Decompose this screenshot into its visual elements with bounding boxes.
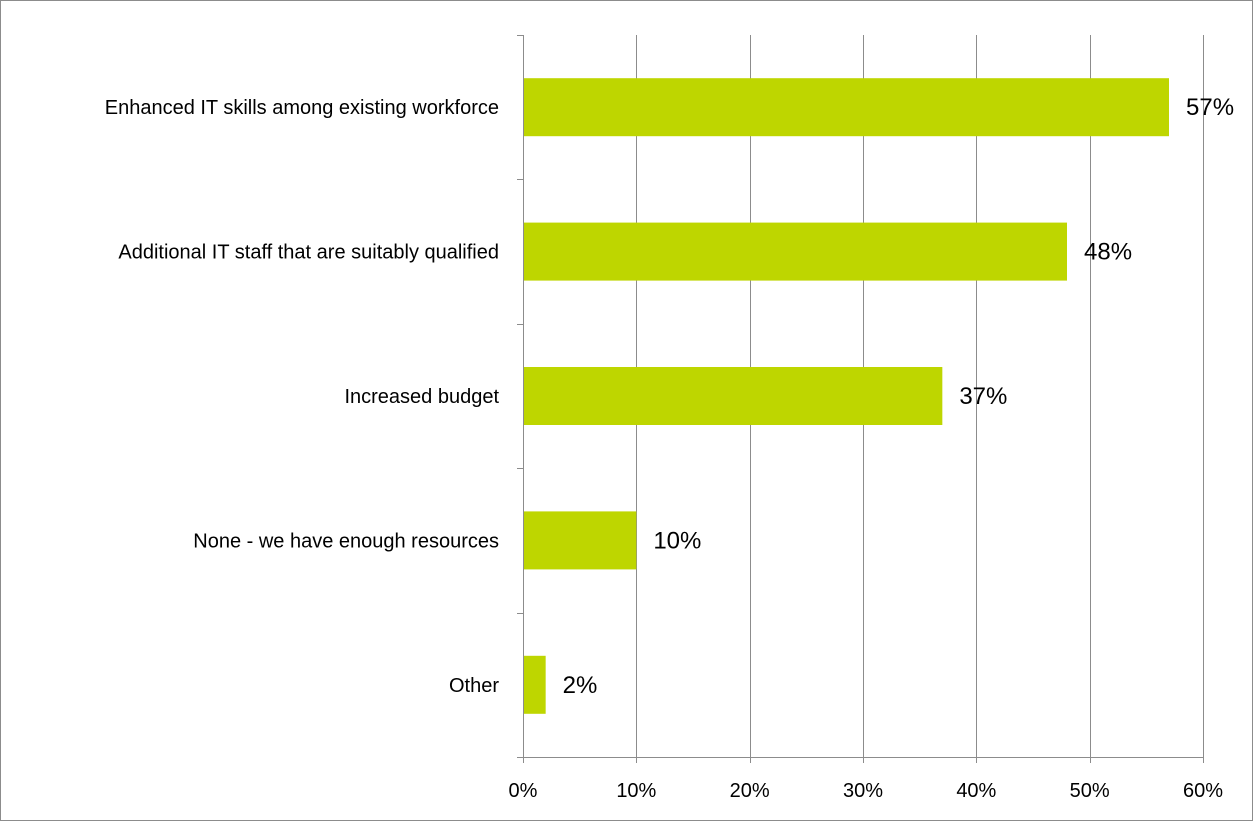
- x-tick-label: 60%: [1183, 780, 1223, 802]
- x-tick-label: 50%: [1070, 780, 1110, 802]
- x-tick-label: 40%: [956, 780, 996, 802]
- axes: [517, 35, 1204, 763]
- data-label: 10%: [653, 527, 701, 554]
- category-label: Additional IT staff that are suitably qu…: [118, 242, 499, 264]
- data-label: 37%: [959, 383, 1007, 410]
- bars: [524, 78, 1169, 714]
- category-label: None - we have enough resources: [193, 530, 499, 552]
- category-label: Other: [449, 675, 499, 697]
- category-label: Increased budget: [344, 386, 499, 408]
- bar: [524, 655, 546, 714]
- bar: [524, 222, 1067, 281]
- data-label: 2%: [563, 672, 598, 699]
- x-tick-label: 10%: [616, 780, 656, 802]
- bar: [524, 511, 637, 570]
- x-tick-label: 20%: [730, 780, 770, 802]
- bar: [524, 367, 943, 425]
- bar: [524, 78, 1169, 137]
- x-tick-label: 0%: [509, 780, 538, 802]
- data-label: 48%: [1084, 239, 1132, 266]
- x-tick-label: 30%: [843, 780, 883, 802]
- category-label: Enhanced IT skills among existing workfo…: [105, 97, 499, 119]
- labels: 0% 10% 20% 30% 40% 50% 60% Enhanced IT skills a…: [105, 94, 1234, 802]
- data-label: 57%: [1186, 94, 1234, 121]
- gridlines: [636, 35, 1204, 757]
